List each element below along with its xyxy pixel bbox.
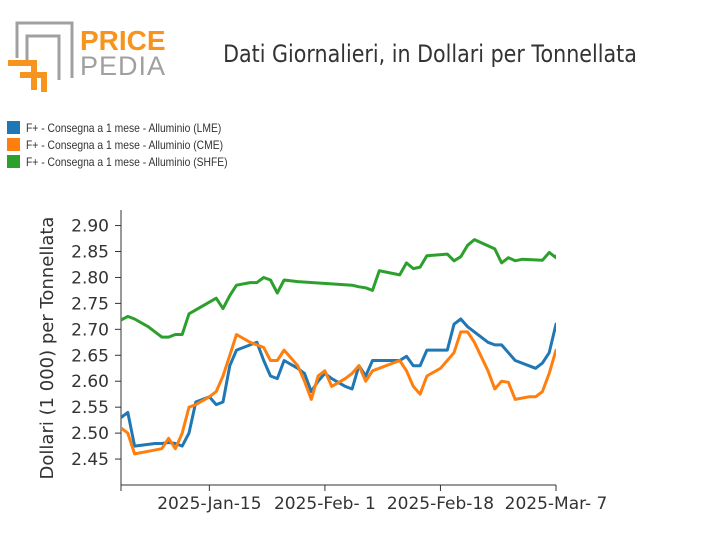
y-tick-label: 2.80 [71, 268, 109, 288]
legend: F+ - Consegna a 1 mese - Alluminio (LME)… [7, 119, 260, 170]
legend-swatch-lme [7, 121, 20, 134]
legend-label-cme: F+ - Consegna a 1 mese - Alluminio (CME) [26, 137, 224, 152]
x-tick-label: 2025-Mar- 7 [505, 494, 608, 514]
series-group [121, 238, 556, 456]
series-line-lme [121, 317, 556, 448]
y-tick-label: 2.45 [71, 450, 109, 470]
x-tick-label: 2025-Jan-15 [157, 494, 261, 514]
logo-word-pedia: PEDIA [80, 51, 166, 81]
y-tick-label: 2.65 [71, 346, 109, 366]
y-tick-label: 2.85 [71, 243, 109, 263]
legend-label-shfe: F+ - Consegna a 1 mese - Alluminio (SHFE… [26, 154, 228, 169]
y-tick-label: 2.70 [71, 320, 109, 340]
pricepedia-logo: PRICE PEDIA [8, 21, 166, 92]
y-axis: 2.45 2.50 2.55 2.60 2.65 2.70 2.75 2.80 2.85 2.90 [71, 210, 122, 485]
chart-title: Dati Giornalieri, in Dollari per Tonnell… [223, 40, 637, 68]
y-tick-label: 2.50 [71, 424, 109, 444]
y-tick-label: 2.55 [71, 398, 109, 418]
legend-item-shfe[interactable]: F+ - Consegna a 1 mese - Alluminio (SHFE… [7, 153, 260, 170]
legend-swatch-shfe [7, 155, 20, 168]
y-tick-label: 2.90 [71, 217, 109, 237]
logo-mark [8, 21, 74, 92]
logo-word-price: PRICE [80, 25, 166, 56]
legend-swatch-cme [7, 138, 20, 151]
x-tick-label: 2025-Feb- 1 [274, 494, 376, 514]
y-axis-title: Dollari (1 000) per Tonnellata [37, 217, 58, 480]
series-layer [121, 238, 556, 456]
y-tick-label: 2.75 [71, 294, 109, 314]
x-axis: 2025-Jan-15 2025-Feb- 1 2025-Feb-18 2025-Ma… [120, 484, 608, 514]
x-tick-label: 2025-Feb-18 [387, 494, 494, 514]
legend-label-lme: F+ - Consegna a 1 mese - Alluminio (LME) [26, 120, 222, 135]
series-line-shfe [121, 238, 556, 339]
series-line-cme [121, 330, 556, 456]
legend-item-lme[interactable]: F+ - Consegna a 1 mese - Alluminio (LME) [7, 119, 260, 136]
legend-item-cme[interactable]: F+ - Consegna a 1 mese - Alluminio (CME) [7, 136, 260, 153]
y-tick-label: 2.60 [71, 372, 109, 392]
